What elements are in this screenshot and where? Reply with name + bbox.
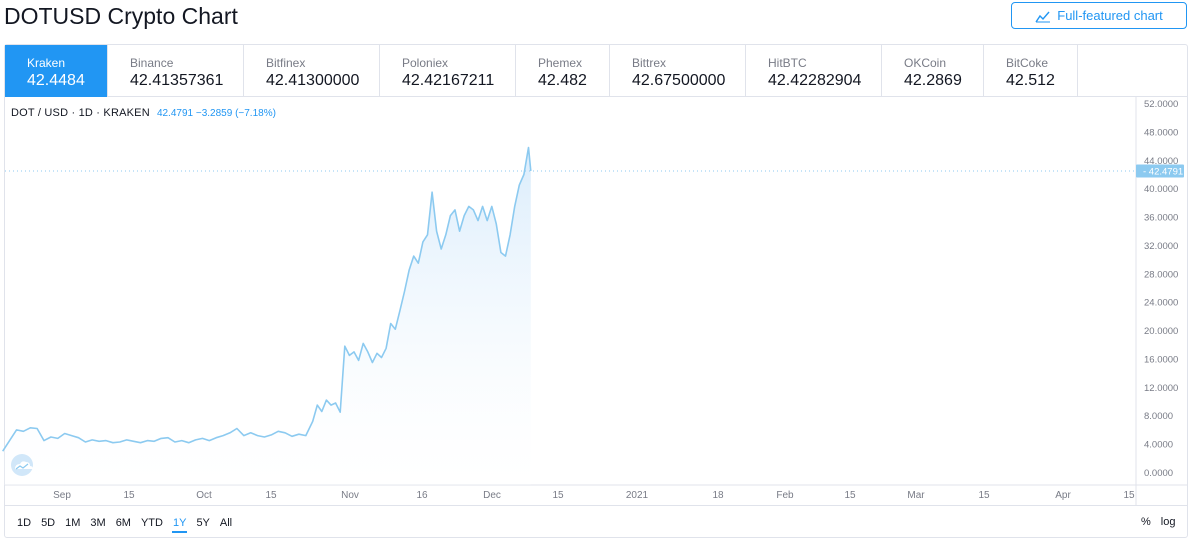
y-tick-label: 20.0000 (1144, 326, 1178, 337)
range-button-1y[interactable]: 1Y (168, 517, 191, 533)
range-button-5y[interactable]: 5Y (196, 517, 210, 529)
x-tick-label: 15 (552, 490, 564, 501)
full-featured-chart-button[interactable]: Full-featured chart (1011, 2, 1187, 29)
y-tick-label: 12.0000 (1144, 383, 1178, 394)
range-button-6m[interactable]: 6M (115, 517, 131, 529)
x-tick-label: Dec (483, 490, 501, 501)
exchange-tab-okcoin[interactable]: OKCoin 42.2869 (882, 45, 984, 97)
x-tick-label: 15 (123, 490, 135, 501)
tradingview-cloud-icon[interactable] (11, 454, 33, 476)
exchange-tab-kraken[interactable]: Kraken 42.4484 (5, 45, 108, 97)
x-tick-label: 15 (265, 490, 277, 501)
full-featured-chart-label: Full-featured chart (1057, 8, 1163, 23)
exchange-name: BitCoke (1006, 56, 1049, 70)
exchange-tab-phemex[interactable]: Phemex 42.482 (516, 45, 610, 97)
x-tick-label: 2021 (626, 490, 649, 501)
y-tick-label: 28.0000 (1144, 269, 1178, 280)
x-tick-label: Oct (196, 490, 212, 501)
exchange-name: Kraken (27, 56, 66, 70)
y-tick-label: 44.0000 (1144, 156, 1178, 167)
scale-options: % log (1141, 516, 1175, 528)
x-tick-label: 18 (712, 490, 724, 501)
range-button-1d[interactable]: 1D (17, 517, 32, 529)
x-tick-label: 16 (416, 490, 428, 501)
x-tick-label: Nov (341, 490, 359, 501)
exchange-tab-hitbtc[interactable]: HitBTC 42.42282904 (746, 45, 882, 97)
y-tick-label: 36.0000 (1144, 213, 1178, 224)
exchange-name: Poloniex (402, 56, 449, 70)
x-tick-label: Mar (907, 490, 925, 501)
x-tick-label: Sep (53, 490, 71, 501)
range-button-all[interactable]: All (219, 517, 233, 529)
y-tick-label: 16.0000 (1144, 354, 1178, 365)
legend-values: 42.4791 −3.2859 (−7.18%) (156, 108, 276, 119)
range-button-ytd[interactable]: YTD (140, 517, 163, 529)
exchange-price: 42.4484 (27, 72, 85, 89)
page-title: DOTUSD Crypto Chart (4, 3, 238, 29)
exchange-name: HitBTC (768, 56, 807, 70)
legend-symbol: DOT / USD · 1D · KRAKEN (11, 107, 150, 119)
y-tick-label: 52.0000 (1144, 99, 1178, 110)
chart-legend: DOT / USD · 1D · KRAKEN 42.4791 −3.2859 … (11, 107, 276, 119)
x-tick-label: 15 (978, 490, 990, 501)
last-price-label: - 42.4791 (1143, 167, 1183, 178)
x-tick-label: Apr (1055, 490, 1071, 501)
chart-widget: Kraken 42.4484 Binance 42.41357361 Bitfinex 4… (4, 44, 1188, 538)
exchange-price: 42.512 (1006, 72, 1055, 89)
y-tick-label: 4.0000 (1144, 440, 1173, 451)
y-tick-label: 40.0000 (1144, 184, 1178, 195)
x-tick-label: 15 (1123, 490, 1135, 501)
last-price-label-bg (1136, 164, 1184, 178)
y-tick-label: 0.0000 (1144, 468, 1173, 479)
price-line (2, 146, 532, 452)
range-selector: 1D 5D 1M 3M 6M YTD 1Y 5Y All (12, 517, 237, 533)
exchange-price: 42.2869 (904, 72, 962, 89)
exchange-price: 42.42282904 (768, 72, 862, 89)
x-tick-label: 15 (844, 490, 856, 501)
y-tick-label: 32.0000 (1144, 241, 1178, 252)
exchange-name: Phemex (538, 56, 583, 70)
exchange-tab-binance[interactable]: Binance 42.41357361 (108, 45, 244, 97)
percent-scale-toggle[interactable]: % (1141, 516, 1151, 528)
exchange-price: 42.482 (538, 72, 587, 89)
range-button-1m[interactable]: 1M (65, 517, 81, 529)
exchange-price: 42.41300000 (266, 72, 360, 89)
exchange-tab-poloniex[interactable]: Poloniex 42.42167211 (380, 45, 516, 97)
y-tick-label: 24.0000 (1144, 298, 1178, 309)
y-tick-label: 48.0000 (1144, 127, 1178, 138)
exchange-tabs: Kraken 42.4484 Binance 42.41357361 Bitfinex 4… (5, 45, 1187, 97)
y-tick-label: 8.0000 (1144, 411, 1173, 422)
exchange-name: Bittrex (632, 56, 667, 70)
exchange-price: 42.41357361 (130, 72, 224, 89)
exchange-price: 42.42167211 (402, 72, 495, 89)
x-tick-label: Feb (776, 490, 794, 501)
exchange-name: Binance (130, 56, 174, 70)
exchange-name: OKCoin (904, 56, 947, 70)
exchange-price: 42.67500000 (632, 72, 726, 89)
range-button-3m[interactable]: 3M (90, 517, 106, 529)
price-area-fill (2, 147, 531, 485)
range-button-5d[interactable]: 5D (41, 517, 56, 529)
chart-line-icon (1035, 11, 1051, 22)
log-scale-toggle[interactable]: log (1160, 516, 1176, 528)
exchange-tab-bitfinex[interactable]: Bitfinex 42.41300000 (244, 45, 380, 97)
exchange-tab-bittrex[interactable]: Bittrex 42.67500000 (610, 45, 746, 97)
exchange-tab-bitcoke[interactable]: BitCoke 42.512 (984, 45, 1078, 97)
exchange-name: Bitfinex (266, 56, 306, 70)
